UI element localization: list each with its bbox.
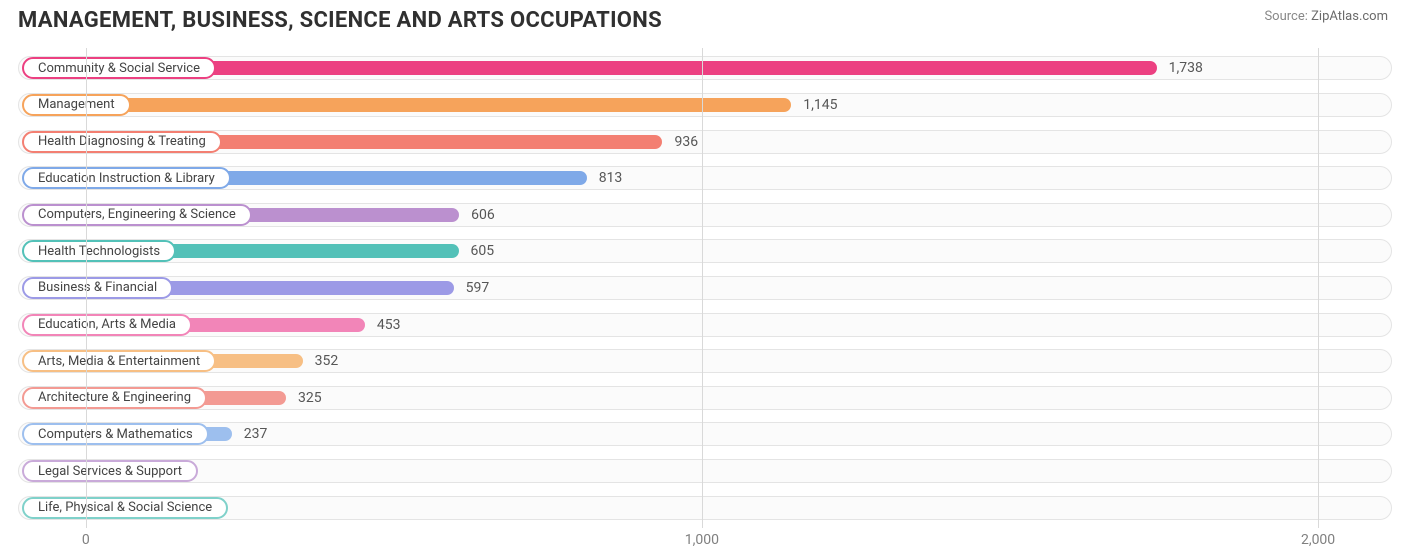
bar-value: 325	[298, 390, 322, 406]
bar-label-pill: Community & Social Service	[22, 57, 216, 79]
bar-label-pill: Management	[22, 94, 131, 116]
bar-label-pill: Computers, Engineering & Science	[22, 204, 252, 226]
bar-value: 237	[244, 426, 268, 442]
gridline	[702, 48, 703, 528]
bar-row: 1,738 Community & Social Service	[18, 54, 1392, 82]
x-tick-label: 1,000	[685, 532, 719, 548]
chart-area: 1,738 Community & Social Service 1,145 Mana…	[18, 48, 1392, 528]
bar-row: 44Life, Physical & Social Science	[18, 494, 1392, 522]
bar-label-pill: Education, Arts & Media	[22, 314, 192, 336]
bar-value: 1,145	[803, 97, 837, 113]
x-axis: 0 1,000 2,000	[18, 532, 1392, 552]
bar-value: 605	[471, 243, 495, 259]
bar-track	[18, 459, 1392, 483]
bar-row: 936 Health Diagnosing & Treating	[18, 128, 1392, 156]
bar-row: 606 Computers, Engineering & Science	[18, 201, 1392, 229]
x-tick-label: 2,000	[1301, 532, 1335, 548]
source-label: Source:	[1264, 9, 1307, 24]
bar-label-pill: Education Instruction & Library	[22, 167, 231, 189]
bar-row: 605 Health Technologists	[18, 237, 1392, 265]
bar-row: 237 Computers & Mathematics	[18, 420, 1392, 448]
bar-value: 606	[471, 207, 495, 223]
header: MANAGEMENT, BUSINESS, SCIENCE AND ARTS O…	[0, 0, 1406, 37]
bar-label-pill: Computers & Mathematics	[22, 423, 209, 445]
bar-label-pill: Health Diagnosing & Treating	[22, 131, 222, 153]
source-site: ZipAtlas.com	[1311, 9, 1388, 24]
bar-value: 813	[599, 170, 623, 186]
plot-area: 1,738 Community & Social Service 1,145 Mana…	[18, 48, 1392, 528]
bar-label-pill: Business & Financial	[22, 277, 173, 299]
bar-value: 597	[466, 280, 490, 296]
bar-value: 352	[315, 353, 339, 369]
bar-value: 1,738	[1169, 60, 1203, 76]
bar-row: 453 Education, Arts & Media	[18, 311, 1392, 339]
bar-label-pill: Architecture & Engineering	[22, 387, 207, 409]
bar-label-pill: Legal Services & Support	[22, 460, 198, 482]
source-attribution: Source: ZipAtlas.com	[1264, 10, 1388, 25]
bar-value: 453	[377, 317, 401, 333]
chart-title: MANAGEMENT, BUSINESS, SCIENCE AND ARTS O…	[18, 8, 662, 33]
bar-row: 120Legal Services & Support	[18, 457, 1392, 485]
bar-value: 936	[674, 134, 698, 150]
bar-label-pill: Arts, Media & Entertainment	[22, 350, 216, 372]
bar-label-pill: Health Technologists	[22, 240, 176, 262]
bar-row: 325 Architecture & Engineering	[18, 384, 1392, 412]
bar-row: 813 Education Instruction & Library	[18, 164, 1392, 192]
bar-label-pill: Life, Physical & Social Science	[22, 497, 228, 519]
gridline	[1318, 48, 1319, 528]
gridline	[86, 48, 87, 528]
bar-row: 1,145 Management	[18, 91, 1392, 119]
bar-row: 597 Business & Financial	[18, 274, 1392, 302]
x-tick-label: 0	[82, 532, 90, 548]
bar-rows: 1,738 Community & Social Service 1,145 Mana…	[18, 48, 1392, 528]
bar-fill	[86, 61, 1157, 75]
bar-fill	[86, 98, 791, 112]
bar-row: 352 Arts, Media & Entertainment	[18, 347, 1392, 375]
